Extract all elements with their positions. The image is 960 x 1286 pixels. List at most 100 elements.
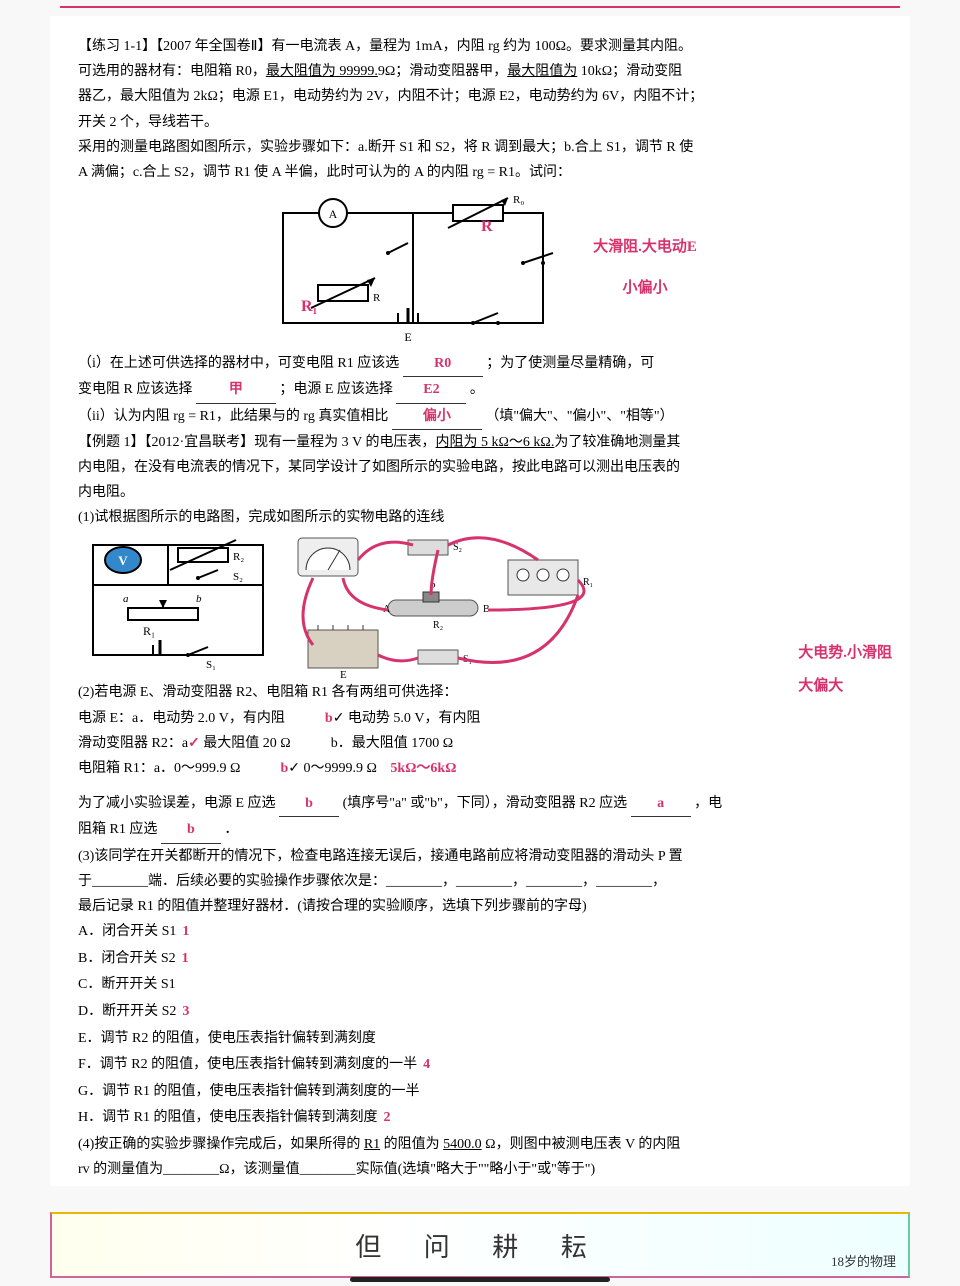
- ex1-line6: A 满偏；c.合上 S2，调节 R1 使 A 半偏，此时可认为的 A 的内阻 r…: [78, 160, 882, 185]
- hand-order: 2: [383, 1110, 390, 1125]
- ex1-q2: （ii）认为内阻 rg = R1，此结果与的 rg 真实值相比 偏小 （填"偏大…: [78, 404, 882, 430]
- handwriting: 小偏小: [593, 275, 697, 302]
- schematic-svg: V R₂ S₂ a b R₁ S₁: [78, 530, 278, 670]
- ex2-l3: 内电阻。: [78, 480, 882, 505]
- svg-text:R₁: R₁: [143, 624, 155, 638]
- svg-text:R₂: R₂: [233, 551, 244, 563]
- footer-title: 但 问 耕 耘: [355, 1227, 605, 1264]
- text: 10kΩ；滑动变阻: [577, 64, 682, 79]
- text: 的阻值为: [380, 1137, 443, 1152]
- ex2-l2: 内电阻，在没有电流表的情况下，某同学设计了如图所示的实验电路，按此电路可以测出电…: [78, 455, 882, 480]
- underline: R1: [364, 1137, 380, 1152]
- text: （ii）认为内阻 rg = R1，此结果与的 rg 真实值相比: [78, 409, 388, 424]
- text: 电阻箱 R1：a．0～999.9 Ω: [78, 756, 240, 781]
- text: 电源 E：a．电动势 2.0 V，有内阻: [78, 711, 285, 726]
- physical-svg: S₂ R₁ P A B R₂ E S₁: [288, 530, 608, 680]
- steps-list: A．闭合开关 S11 B．闭合开关 S21 C．断开开关 S1 D．断开开关 S…: [78, 919, 882, 1132]
- text: 9Ω；滑动变阻器甲，: [378, 64, 507, 79]
- svg-text:b: b: [196, 593, 202, 605]
- ex2-side-annot: 大电势.小滑阻 大偏大: [798, 640, 892, 700]
- text: 为了减小实验误差，电源 E 应选: [78, 796, 276, 811]
- ex2-q1: (1)试根据图所示的电路图，完成如图所示的实物电路的连线: [78, 505, 882, 530]
- hand-order: 1: [182, 924, 189, 939]
- text: ，电: [694, 796, 722, 811]
- top-divider: [60, 6, 900, 8]
- text: 电动势 5.0 V，有内阻: [348, 711, 481, 726]
- step-G: G．调节 R1 的阻值，使电压表指针偏转到满刻度的一半: [78, 1079, 882, 1106]
- svg-text:a: a: [123, 593, 129, 605]
- ex2-q3c: 最后记录 R1 的阻值并整理好器材．(请按合理的实验顺序，选填下列步骤前的字母): [78, 894, 882, 919]
- text: 【例题 1】【2012·宜昌联考】现有一量程为 3 V 的电压表，: [78, 435, 436, 450]
- text: 阻箱 R1 应选: [78, 822, 157, 837]
- circuit1-svg: A R₀ R R R₁: [263, 193, 563, 343]
- text: ；为了使测量尽量精确，可: [486, 356, 654, 371]
- answer-blank: 偏小: [392, 404, 482, 430]
- svg-text:R: R: [373, 292, 381, 304]
- text: 0～9999.9 Ω: [304, 761, 377, 776]
- answer-blank: b: [279, 791, 339, 817]
- ex2-q2c: 阻箱 R1 应选 b ．: [78, 817, 882, 843]
- text: （填"偏大"、"偏小"、"相等"）: [485, 409, 673, 424]
- ex2-q3b: 于________端．后续必要的实验操作步骤依次是：________，_____…: [78, 869, 882, 894]
- step-F: F．调节 R2 的阻值，使电压表指针偏转到满刻度的一半: [78, 1057, 417, 1072]
- choices-E: 电源 E：a．电动势 2.0 V，有内阻 b✓ 电动势 5.0 V，有内阻: [78, 706, 882, 731]
- svg-text:R₀: R₀: [513, 194, 524, 206]
- text: 为了较准确地测量其: [554, 435, 680, 450]
- svg-text:A: A: [329, 207, 338, 221]
- handwriting: 大电势.小滑阻: [798, 640, 892, 667]
- svg-text:V: V: [118, 553, 128, 568]
- answer-blank: E2: [396, 377, 466, 403]
- hand-order: 4: [423, 1057, 430, 1072]
- step-D: D．断开开关 S2: [78, 1004, 176, 1019]
- text: (4)按正确的实验步骤操作完成后，如果所得的: [78, 1137, 364, 1152]
- text: 变电阻 R 应该选择: [78, 382, 192, 397]
- svg-text:R: R: [481, 218, 493, 235]
- svg-text:S₁: S₁: [206, 659, 216, 670]
- step-C: C．断开开关 S1: [78, 972, 882, 999]
- handwriting: 5kΩ～6kΩ: [390, 761, 456, 776]
- ex2-q2: (2)若电源 E、滑动变阻器 R2、电阻箱 R1 各有两组可供选择：: [78, 680, 882, 705]
- ex1-q1: （i）在上述可供选择的器材中，可变电阻 R1 应该选 R0 ；为了使测量尽量精确…: [78, 351, 882, 377]
- text: (填序号"a" 或"b"，下同），滑动变阻器 R2 应选: [343, 796, 628, 811]
- handwriting: 大滑阻.大电动E: [593, 234, 697, 261]
- hand-order: 1: [182, 951, 189, 966]
- circuit1-figure: A R₀ R R R₁: [78, 193, 882, 343]
- text: ；电源 E 应该选择: [279, 382, 393, 397]
- ex1-line4: 开关 2 个，导线若干。: [78, 110, 882, 135]
- svg-text:R₂: R₂: [433, 620, 443, 631]
- svg-text:E: E: [404, 330, 411, 343]
- choices-R2: 滑动变阻器 R2：a✓ 最大阻值 20 Ω b．最大阻值 1700 Ω: [78, 731, 882, 756]
- hand-order: 3: [182, 1004, 189, 1019]
- step-E: E．调节 R2 的阻值，使电压表指针偏转到满刻度: [78, 1026, 882, 1053]
- ex2-q3a: (3)该同学在开关都断开的情况下，检查电路连接无误后，接通电路前应将滑动变阻器的…: [78, 844, 882, 869]
- circuit2-figure: V R₂ S₂ a b R₁ S₁: [78, 530, 882, 680]
- step-H: H．调节 R1 的阻值，使电压表指针偏转到满刻度: [78, 1110, 377, 1125]
- footer-subtitle: 18岁的物理: [831, 1251, 896, 1270]
- handwriting: 大偏大: [798, 673, 892, 700]
- underline: 内阻为 5 kΩ～6 kΩ.: [436, 435, 555, 450]
- svg-text:E: E: [340, 669, 347, 680]
- ex1-line5: 采用的测量电路图如图所示，实验步骤如下：a.断开 S1 和 S2，将 R 调到最…: [78, 135, 882, 160]
- text: 可选用的器材有：电阻箱 R0，: [78, 64, 266, 79]
- answer-blank: a: [631, 791, 691, 817]
- check: b: [280, 761, 288, 776]
- ex2-q2b: 为了减小实验误差，电源 E 应选 b (填序号"a" 或"b"，下同），滑动变阻…: [78, 791, 882, 817]
- text: ．: [224, 822, 238, 837]
- ex1-line1: 【练习 1-1】【2007 年全国卷Ⅱ】有一电流表 A，量程为 1mA，内阻 r…: [78, 34, 882, 59]
- ex2-header: 【例题 1】【2012·宜昌联考】现有一量程为 3 V 的电压表，内阻为 5 k…: [78, 430, 882, 455]
- step-A: A．闭合开关 S1: [78, 924, 176, 939]
- answer-blank: b: [161, 817, 221, 843]
- footer-card: 但 问 耕 耘 18岁的物理: [50, 1212, 910, 1278]
- text: 滑动变阻器 R2：a: [78, 736, 188, 751]
- answer-blank: 甲: [196, 377, 276, 403]
- text: 最大阻值 20 Ω: [203, 736, 290, 751]
- svg-text:R₁: R₁: [301, 298, 318, 315]
- choices-R1: 电阻箱 R1：a．0～999.9 Ω b✓ 0～9999.9 Ω 5kΩ～6kΩ: [78, 756, 882, 781]
- underline: 最大阻值为: [507, 64, 577, 79]
- ex1-line3: 器乙，最大阻值为 2kΩ；电源 E1，电动势约为 2V，内阻不计；电源 E2，电…: [78, 84, 882, 109]
- check: b: [325, 711, 333, 726]
- ex1-line2: 可选用的器材有：电阻箱 R0，最大阻值为 99999.9Ω；滑动变阻器甲，最大阻…: [78, 59, 882, 84]
- text: （i）在上述可供选择的器材中，可变电阻 R1 应该选: [78, 356, 399, 371]
- underline: 最大阻值为 99999.: [266, 64, 378, 79]
- svg-text:R₁: R₁: [583, 577, 593, 588]
